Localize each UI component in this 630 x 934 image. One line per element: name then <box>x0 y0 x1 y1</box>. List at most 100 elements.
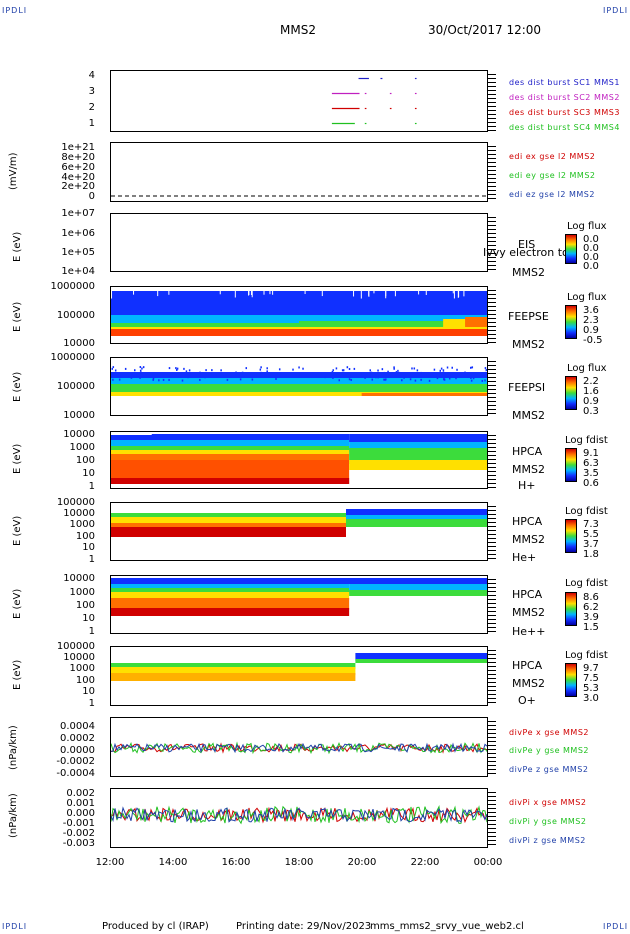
right-tick-mark <box>488 522 496 523</box>
colorbar <box>565 519 577 553</box>
tick-label: 0.0004 <box>60 721 95 732</box>
right-tick-mark <box>488 690 496 691</box>
right-tick-mark <box>488 757 496 758</box>
spectrogram-band <box>152 377 155 380</box>
spectrogram-band <box>443 378 446 381</box>
spectrogram-band <box>266 370 268 373</box>
spectrogram-band <box>463 289 465 297</box>
spectrogram-band <box>140 371 142 374</box>
right-tick-mark <box>488 650 496 651</box>
right-tick-mark <box>488 824 496 825</box>
legend-sc1: des dist burst SC1 MMS1 <box>509 78 620 87</box>
x-tick-label: 16:00 <box>221 857 251 868</box>
spectrogram-band <box>401 379 403 382</box>
right-tick-mark <box>488 538 496 539</box>
right-tick-mark <box>488 761 496 762</box>
spectrogram-band <box>304 289 306 294</box>
right-tick-mark <box>488 385 496 386</box>
colorbar-value: 0.0 <box>583 252 599 263</box>
right-tick-mark <box>488 666 496 667</box>
colorbar-title: Log fdist <box>565 650 608 661</box>
tick-label: 2e+20 <box>61 181 95 192</box>
spectrogram-band <box>299 321 487 327</box>
instrument-label: HPCA <box>512 515 543 528</box>
legend-divpe-z: divPe z gse MMS2 <box>509 765 589 774</box>
tick-label: 100 <box>75 455 95 466</box>
right-tick-mark <box>488 623 496 624</box>
panel-hpca-h <box>110 431 488 489</box>
spectrogram-band <box>181 379 184 382</box>
spectrogram-band <box>451 366 453 369</box>
spectrogram-band <box>418 289 420 295</box>
tick-label: 0.0000 <box>60 745 95 756</box>
right-tick-mark <box>488 595 496 596</box>
spectrogram-band <box>451 372 454 375</box>
right-tick-mark <box>488 90 496 91</box>
right-tick-mark <box>488 381 496 382</box>
spectrogram-band <box>141 367 143 370</box>
colorbar <box>565 305 577 339</box>
spectrogram-band <box>440 367 443 370</box>
right-tick-mark <box>488 373 496 374</box>
spectrogram-band <box>124 367 127 370</box>
colorbar-value: 3.9 <box>583 612 599 623</box>
spectrogram-band <box>355 653 487 661</box>
right-tick-mark <box>488 158 496 159</box>
spectrogram-band <box>389 372 392 375</box>
spectrogram-band <box>403 376 405 379</box>
spectrogram-band <box>139 369 142 372</box>
right-tick-mark <box>488 662 496 663</box>
tick-label: 10 <box>82 542 95 553</box>
feepse-spectrogram <box>111 289 487 343</box>
right-tick-mark <box>488 198 496 199</box>
right-tick-mark <box>488 130 496 131</box>
spectrogram-band <box>442 369 445 372</box>
colorbar <box>565 376 577 410</box>
right-tick-mark <box>488 447 496 448</box>
spectrogram-band <box>371 378 374 381</box>
instrument-label: HPCA <box>512 659 543 672</box>
tick-label: 4e+20 <box>61 172 95 183</box>
right-tick-mark <box>488 631 496 632</box>
right-tick-mark <box>488 150 496 151</box>
tick-label: 1000000 <box>50 281 95 292</box>
right-tick-mark <box>488 475 496 476</box>
legend-sc3: des dist burst SC3 MMS3 <box>509 108 620 117</box>
right-tick-mark <box>488 514 496 515</box>
right-tick-mark <box>488 654 496 655</box>
spectrogram-band <box>220 369 222 372</box>
spectrogram-band <box>248 289 250 296</box>
right-tick-mark <box>488 154 496 155</box>
right-tick-mark <box>488 306 496 307</box>
instrument-label: MMS2 <box>512 338 545 351</box>
des-burst-plot <box>331 77 417 125</box>
right-tick-mark <box>488 190 496 191</box>
spectrogram-band <box>199 371 201 374</box>
right-tick-mark <box>488 318 496 319</box>
tick-label: 10000 <box>63 652 95 663</box>
spectrogram-band <box>464 371 466 374</box>
spectrogram-band <box>111 478 350 484</box>
spectrogram-band <box>349 460 487 470</box>
colorbar-title: Log fdist <box>565 506 608 517</box>
spectrogram-band <box>245 367 248 370</box>
spectrogram-band <box>420 378 422 381</box>
spectrogram-band <box>236 373 238 376</box>
tick-label: 2 <box>88 102 95 113</box>
colorbar-value: 0.0 <box>583 261 599 272</box>
colorbar-value: 9.7 <box>583 663 599 674</box>
right-tick-mark <box>488 796 496 797</box>
spectrogram-band <box>139 376 141 379</box>
spectrogram-band <box>160 375 162 378</box>
spectrogram-band <box>470 379 473 382</box>
right-tick-mark <box>488 832 496 833</box>
legend-edi-ex: edi ex gse l2 MMS2 <box>509 152 596 161</box>
spectrogram-band <box>241 371 244 374</box>
right-tick-mark <box>488 812 496 813</box>
colorbar-title: Log flux <box>567 292 607 303</box>
y-axis-label: E (eV) <box>12 301 23 332</box>
panel-divpi <box>110 788 488 848</box>
right-tick-mark <box>488 603 496 604</box>
spectrogram-band <box>111 584 350 590</box>
right-tick-mark <box>488 599 496 600</box>
